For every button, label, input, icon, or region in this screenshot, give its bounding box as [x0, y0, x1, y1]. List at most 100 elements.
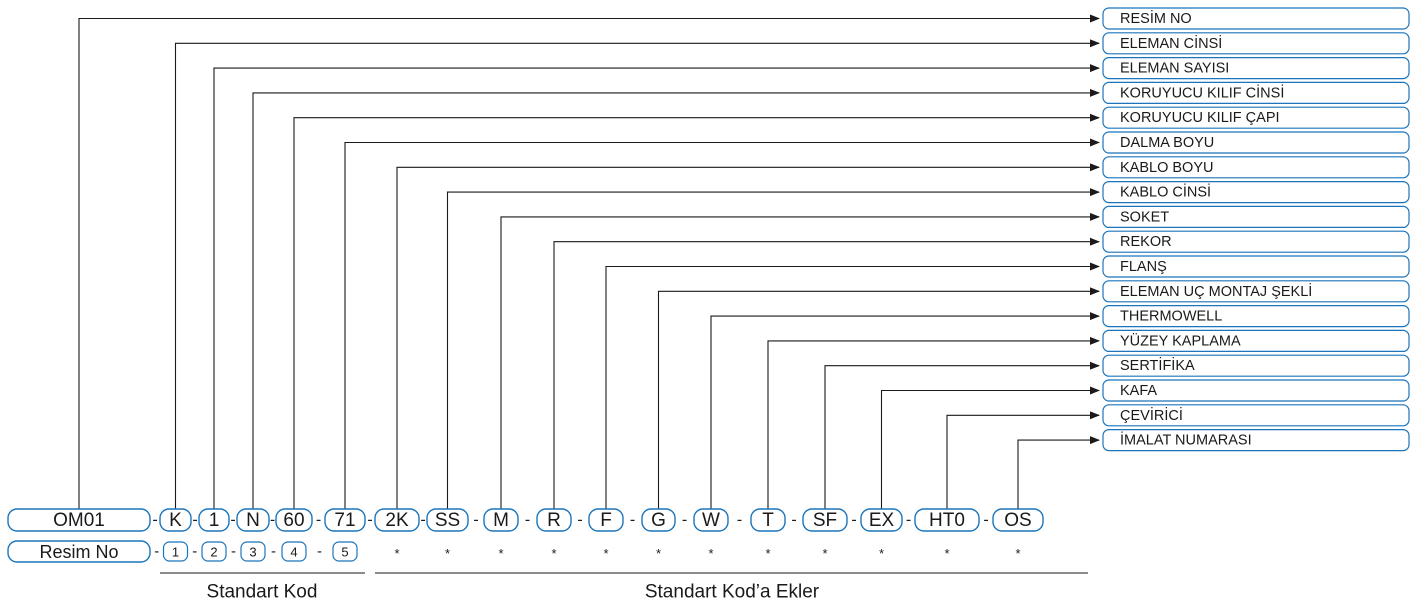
code-box-os: [992, 508, 1044, 532]
code-value: OS: [1004, 510, 1031, 531]
index-number: 2: [210, 545, 217, 560]
separator-dash: -: [271, 543, 276, 560]
separator-dash: -: [316, 512, 321, 529]
callout-box-thermowell: [1102, 305, 1410, 328]
callout-box-imalat-numarasi: [1102, 429, 1410, 452]
connector-line: [78, 14, 1100, 509]
optional-marker: *: [551, 546, 556, 561]
connector-line: [880, 386, 1100, 509]
connector-line: [500, 212, 1100, 509]
code-value: EX: [869, 510, 895, 531]
connector-line: [767, 336, 1100, 509]
connector-line: [1017, 436, 1100, 509]
callout-label-flans: FLANŞ: [1120, 259, 1167, 275]
code-value: T: [762, 510, 774, 531]
code-value: SF: [813, 510, 837, 531]
index-number: 4: [290, 545, 297, 560]
index-label-box: [7, 540, 151, 563]
connector-line: [946, 411, 1100, 509]
code-value: 60: [283, 510, 304, 531]
code-box-2k: [374, 508, 420, 532]
code-box-r: [536, 508, 572, 532]
code-value: 2K: [385, 510, 409, 531]
code-value: SS: [435, 510, 460, 531]
code-box-k: [159, 508, 192, 532]
connector-line: [446, 188, 1100, 509]
index-number-box: [240, 541, 266, 562]
callout-box-flans: [1102, 255, 1410, 278]
code-box-ex: [860, 508, 903, 532]
callout-label-cevirici: ÇEVİRİCİ: [1120, 406, 1183, 424]
index-number: 5: [341, 545, 348, 560]
separator-dash: -: [577, 512, 582, 529]
callout-label-kafa: KAFA: [1120, 383, 1157, 399]
index-number-box: [281, 541, 307, 562]
code-box-n: [236, 508, 270, 532]
optional-marker: *: [765, 546, 770, 561]
callout-box-cevirici: [1102, 404, 1410, 427]
optional-marker: *: [656, 546, 661, 561]
callout-box-dalma-boyu: [1102, 131, 1410, 154]
callout-box-eleman-uc-montaj-sekli: [1102, 280, 1410, 303]
callout-label-resim-no: RESİM NO: [1120, 9, 1192, 27]
index-label: Resim No: [39, 542, 118, 562]
separator-dash: -: [525, 512, 530, 529]
callout-box-yuzey-kaplama: [1102, 329, 1410, 352]
connector-line: [605, 262, 1100, 509]
code-value: R: [547, 510, 561, 531]
separator-dash: -: [682, 512, 687, 529]
separator-dash: -: [192, 512, 197, 529]
connector-line: [396, 163, 1100, 509]
code-box-sf: [802, 508, 848, 532]
callout-label-sertifika: SERTİFİKA: [1120, 356, 1195, 374]
connector-line: [213, 64, 1100, 509]
callout-box-resim-no: [1102, 7, 1410, 30]
code-value: N: [246, 510, 260, 531]
connector-line: [657, 287, 1100, 509]
connector-line: [824, 361, 1100, 509]
callout-label-kablo-boyu: KABLO BOYU: [1120, 160, 1213, 176]
separator-dash: -: [152, 512, 157, 529]
index-number: 3: [249, 545, 256, 560]
connector-line: [252, 88, 1100, 509]
index-number-box: [201, 541, 227, 562]
callout-label-yuzey-kaplama: YÜZEY KAPLAMA: [1120, 331, 1241, 349]
connector-line: [553, 237, 1100, 509]
callout-box-eleman-sayisi: [1102, 56, 1410, 80]
callout-label-eleman-uc-montaj-sekli: ELEMAN UÇ MONTAJ ŞEKLİ: [1120, 282, 1312, 300]
connector-line: [174, 39, 1100, 509]
callout-label-thermowell: THERMOWELL: [1120, 309, 1222, 325]
callout-box-kablo-boyu: [1102, 156, 1410, 179]
index-number: 1: [172, 545, 179, 560]
separator-dash: -: [791, 512, 796, 529]
code-box-ht0: [914, 508, 980, 532]
optional-marker: *: [944, 546, 949, 561]
callout-label-koruyucu-kilif-cinsi: KORUYUCU KILIF CİNSİ: [1120, 83, 1284, 101]
optional-marker: *: [708, 546, 713, 561]
code-box-w: [693, 508, 729, 532]
separator-dash: -: [630, 512, 635, 529]
code-box-ss: [426, 508, 469, 532]
code-value: F: [600, 510, 612, 531]
optional-marker: *: [394, 546, 399, 561]
optional-marker: *: [879, 546, 884, 561]
optional-marker: *: [1015, 546, 1020, 561]
callout-box-rekor: [1102, 230, 1410, 253]
connector-line: [344, 138, 1100, 509]
optional-marker: *: [498, 546, 503, 561]
separator-dash: -: [906, 512, 911, 529]
callout-box-kablo-cinsi: [1102, 181, 1410, 204]
separator-dash: -: [192, 543, 197, 560]
separator-dash: -: [231, 543, 236, 560]
separator-dash: -: [983, 512, 988, 529]
code-value: W: [702, 510, 720, 531]
standard-code-label: Standart Kod: [207, 582, 318, 603]
connector-line: [710, 312, 1100, 509]
callout-label-soket: SOKET: [1120, 209, 1169, 225]
callout-label-eleman-sayisi: ELEMAN SAYISI: [1120, 61, 1229, 77]
index-number-box: [332, 541, 358, 562]
optional-marker: *: [822, 546, 827, 561]
callout-label-kablo-cinsi: KABLO CİNSİ: [1120, 183, 1211, 201]
callout-box-koruyucu-kilif-capi: [1102, 106, 1410, 129]
